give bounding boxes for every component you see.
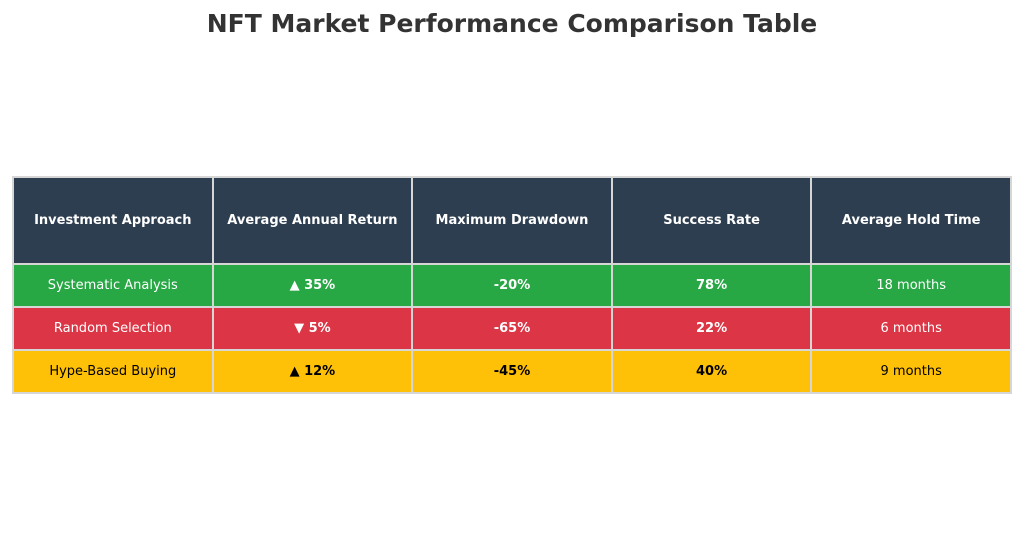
cell-success-rate: 40%	[610, 349, 813, 394]
comparison-table: Investment Approach Average Annual Retur…	[12, 176, 1012, 394]
table-row: Random Selection ▼ 5% -65% 22% 6 months	[12, 306, 1012, 351]
cell-success-rate: 78%	[610, 263, 813, 308]
header-row: Investment Approach Average Annual Retur…	[12, 176, 1012, 265]
cell-hold-time: 9 months	[810, 349, 1012, 394]
header-investment-approach: Investment Approach	[12, 176, 214, 265]
table-row: Systematic Analysis ▲ 35% -20% 78% 18 mo…	[12, 263, 1012, 308]
header-average-annual-return: Average Annual Return	[211, 176, 414, 265]
cell-success-rate: 22%	[610, 306, 813, 351]
cell-hold-time: 18 months	[810, 263, 1012, 308]
chart-title: NFT Market Performance Comparison Table	[206, 9, 818, 38]
cell-approach: Systematic Analysis	[12, 263, 214, 308]
cell-drawdown: -65%	[411, 306, 613, 351]
table-row: Hype-Based Buying ▲ 12% -45% 40% 9 month…	[12, 349, 1012, 394]
header-maximum-drawdown: Maximum Drawdown	[411, 176, 613, 265]
cell-return: ▲ 12%	[211, 349, 414, 394]
cell-hold-time: 6 months	[810, 306, 1012, 351]
cell-drawdown: -20%	[411, 263, 613, 308]
cell-return: ▼ 5%	[211, 306, 414, 351]
cell-approach: Hype-Based Buying	[12, 349, 214, 394]
header-average-hold-time: Average Hold Time	[810, 176, 1012, 265]
cell-drawdown: -45%	[411, 349, 613, 394]
cell-return: ▲ 35%	[211, 263, 414, 308]
header-success-rate: Success Rate	[610, 176, 813, 265]
cell-approach: Random Selection	[12, 306, 214, 351]
